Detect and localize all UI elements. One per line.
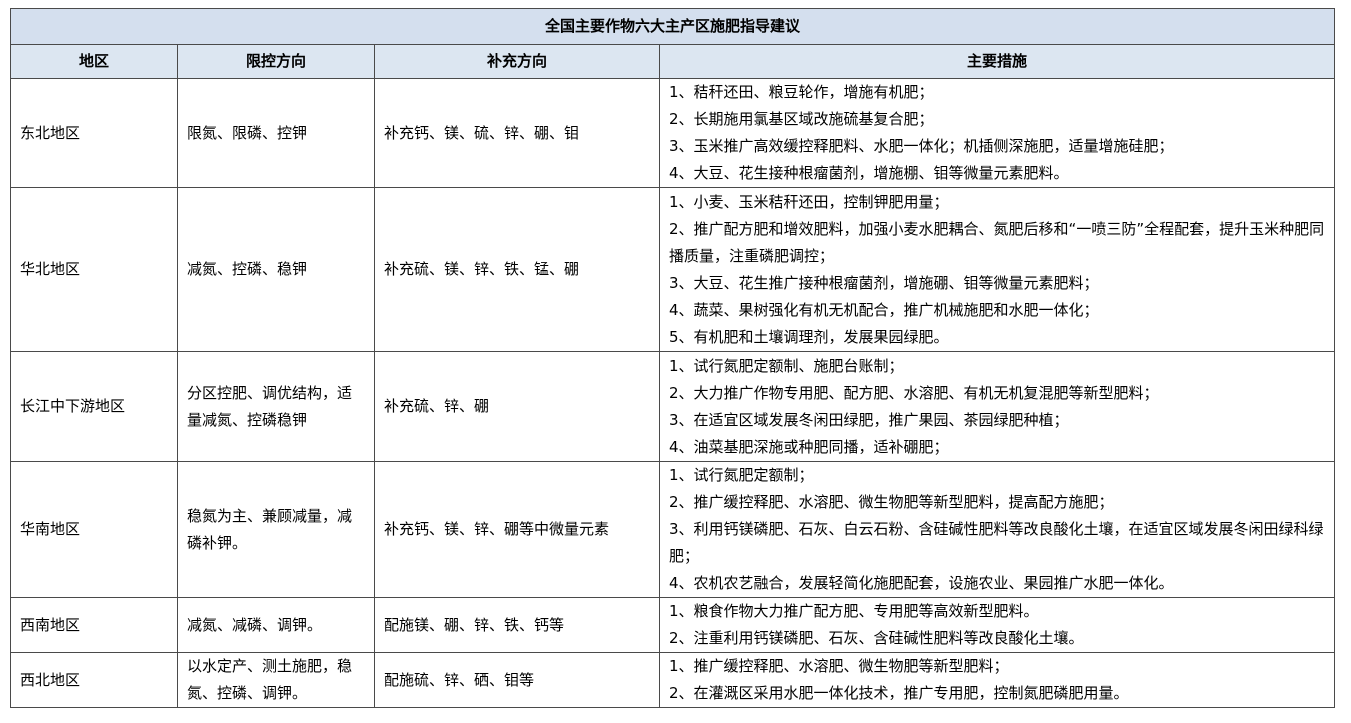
header-cell: 限控方向 (177, 44, 375, 79)
limit-cell: 减氮、控磷、稳钾 (177, 187, 375, 352)
measure-item: 1、小麦、玉米秸秆还田，控制钾肥用量； (669, 192, 949, 211)
region-cell: 长江中下游地区 (10, 351, 178, 462)
region-cell: 西北地区 (10, 652, 178, 708)
measure-item: 5、有机肥和土壤调理剂，发展果园绿肥。 (669, 327, 949, 346)
table-title: 全国主要作物六大主产区施肥指导建议 (9, 8, 1336, 45)
measure-item: 3、大豆、花生推广接种根瘤菌剂，增施硼、钼等微量元素肥料； (669, 273, 1099, 292)
limit-cell: 稳氮为主、兼顾减量，减磷补钾。 (177, 461, 375, 598)
region-cell: 东北地区 (10, 78, 178, 188)
limit-cell: 限氮、限磷、控钾 (177, 78, 375, 188)
measure-item: 2、推广缓控释肥、水溶肥、微生物肥等新型肥料，提高配方施肥； (669, 493, 1114, 511)
fertilizer-table: 全国主要作物六大主产区施肥指导建议 地区 限控方向 补充方向 主要措施 东北地区… (9, 8, 1336, 708)
supplement-cell: 补充钙、镁、锌、硼等中微量元素 (374, 461, 660, 598)
measure-item: 4、农机农艺融合，发展轻简化施肥配套，设施农业、果园推广水肥一体化。 (669, 574, 1174, 592)
measure-item: 3、玉米推广高效缓控释肥料、水肥一体化；机插侧深施肥，适量增施硅肥； (669, 137, 1174, 155)
table-row: 华北地区 减氮、控磷、稳钾 补充硫、镁、锌、铁、锰、硼 1、小麦、玉米秸秆还田，控制钾… (10, 187, 1336, 352)
measure-item: 1、粮食作物大力推广配方肥、专用肥等高效新型肥料。 (669, 602, 1039, 620)
limit-cell: 分区控肥、调优结构，适量减氮、控磷稳钾 (177, 351, 375, 462)
measure-item: 1、推广缓控释肥、水溶肥、微生物肥等新型肥料； (669, 657, 1009, 675)
measures-cell: 1、推广缓控释肥、水溶肥、微生物肥等新型肥料； 2、在灌溉区采用水肥一体化技术，推… (658, 652, 1336, 708)
measure-item: 1、试行氮肥定额制、施肥台账制； (669, 356, 904, 375)
header-cell: 补充方向 (374, 44, 660, 79)
measures-cell: 1、粮食作物大力推广配方肥、专用肥等高效新型肥料。 2、注重利用钙镁磷肥、石灰、含… (658, 597, 1336, 653)
measure-item: 2、长期施用氯基区域改施硫基复合肥； (669, 110, 934, 128)
header-cell: 主要措施 (658, 44, 1336, 79)
measure-item: 4、大豆、花生接种根瘤菌剂，增施棚、钼等微量元素肥料。 (669, 164, 1069, 182)
table-body: 东北地区 限氮、限磷、控钾 补充钙、镁、硫、锌、硼、钼 1、秸秆还田、粮豆轮作，增施有… (10, 78, 1336, 708)
measure-item: 2、推广配方肥和增效肥料，加强小麦水肥耦合、氮肥后移和“一喷三防”全程配套，提升… (669, 219, 1325, 265)
supplement-cell: 补充钙、镁、硫、锌、硼、钼 (374, 78, 660, 188)
measure-item: 1、秸秆还田、粮豆轮作，增施有机肥； (669, 83, 934, 101)
table-row: 东北地区 限氮、限磷、控钾 补充钙、镁、硫、锌、硼、钼 1、秸秆还田、粮豆轮作，增施有… (10, 78, 1336, 188)
limit-cell: 以水定产、测土施肥，稳氮、控磷、调钾。 (177, 652, 375, 708)
measure-item: 2、在灌溉区采用水肥一体化技术，推广专用肥，控制氮肥磷肥用量。 (669, 684, 1129, 702)
measures-cell: 1、试行氮肥定额制、施肥台账制； 2、大力推广作物专用肥、配方肥、水溶肥、有机无机… (658, 351, 1336, 462)
supplement-cell: 配施镁、硼、锌、铁、钙等 (374, 597, 660, 653)
region-cell: 华南地区 (10, 461, 178, 598)
measure-item: 2、注重利用钙镁磷肥、石灰、含硅碱性肥料等改良酸化土壤。 (669, 629, 1084, 647)
table-row: 长江中下游地区 分区控肥、调优结构，适量减氮、控磷稳钾 补充硫、锌、硼 1、试行氮肥定… (10, 351, 1336, 462)
table-row: 华南地区 稳氮为主、兼顾减量，减磷补钾。 补充钙、镁、锌、硼等中微量元素 1、试行氮肥… (10, 461, 1336, 598)
measure-item: 3、利用钙镁磷肥、石灰、白云石粉、含硅碱性肥料等改良酸化土壤，在适宜区域发展冬闲… (669, 520, 1324, 565)
measure-item: 3、在适宜区域发展冬闲田绿肥，推广果园、茶园绿肥种植； (669, 410, 1069, 429)
measure-item: 4、蔬菜、果树强化有机无机配合，推广机械施肥和水肥一体化； (669, 300, 1099, 319)
supplement-cell: 补充硫、镁、锌、铁、锰、硼 (374, 187, 660, 352)
supplement-cell: 补充硫、锌、硼 (374, 351, 660, 462)
limit-cell: 减氮、减磷、调钾。 (177, 597, 375, 653)
region-cell: 西南地区 (10, 597, 178, 653)
measures-cell: 1、试行氮肥定额制； 2、推广缓控释肥、水溶肥、微生物肥等新型肥料，提高配方施肥；… (658, 461, 1336, 598)
header-cell: 地区 (10, 44, 178, 79)
region-cell: 华北地区 (10, 187, 178, 352)
table-row: 西北地区 以水定产、测土施肥，稳氮、控磷、调钾。 配施硫、锌、硒、钼等 1、推广缓控释… (10, 652, 1336, 708)
measures-cell: 1、秸秆还田、粮豆轮作，增施有机肥； 2、长期施用氯基区域改施硫基复合肥； 3、玉米… (658, 78, 1336, 188)
measure-item: 2、大力推广作物专用肥、配方肥、水溶肥、有机无机复混肥等新型肥料； (669, 383, 1159, 402)
supplement-cell: 配施硫、锌、硒、钼等 (374, 652, 660, 708)
measure-item: 1、试行氮肥定额制； (669, 466, 814, 484)
measures-cell: 1、小麦、玉米秸秆还田，控制钾肥用量； 2、推广配方肥和增效肥料，加强小麦水肥耦合… (658, 187, 1336, 352)
table-row: 西南地区 减氮、减磷、调钾。 配施镁、硼、锌、铁、钙等 1、粮食作物大力推广配方肥、专… (10, 597, 1336, 653)
measure-item: 4、油菜基肥深施或种肥同播，适补硼肥； (669, 437, 949, 456)
